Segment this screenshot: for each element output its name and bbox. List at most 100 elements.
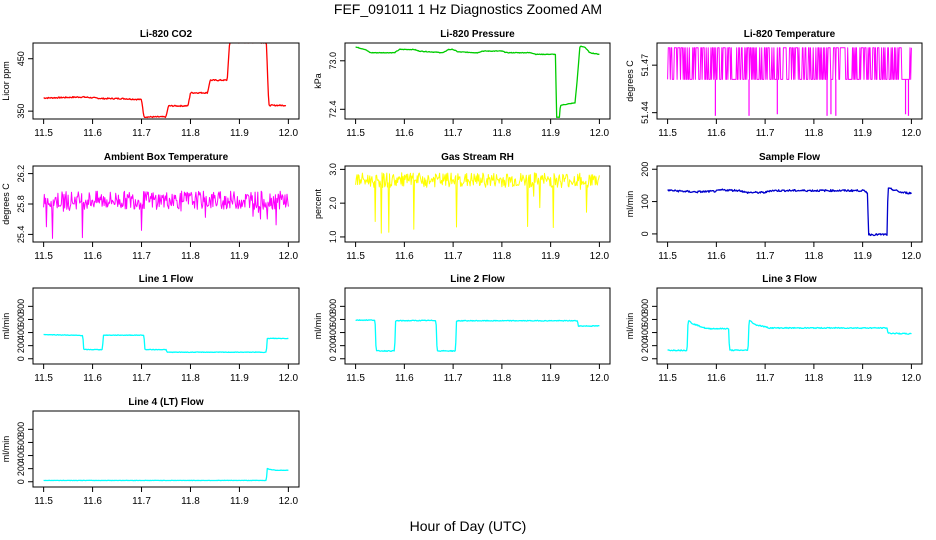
y-axis-label: ml/min [1, 313, 11, 340]
chart-panel: Gas Stream RH percent 11.5 11.6 11.7 11.8 11.9… [313, 152, 611, 262]
x-tick-label: 11.9 [853, 128, 872, 139]
panel-title: Gas Stream RH [441, 152, 514, 163]
chart-panel: Ambient Box Temperature degrees C 11.5 11.6… [1, 152, 300, 262]
y-tick-label: 400 [16, 325, 26, 340]
y-tick-label: 600 [16, 312, 26, 327]
x-tick-label: 11.6 [83, 496, 102, 507]
y-tick-label: 200 [640, 338, 650, 353]
y-tick-label: 51.44 [640, 101, 650, 124]
y-axis-label: ml/min [1, 436, 11, 463]
x-tick-label: 11.9 [230, 251, 249, 262]
x-tick-label: 11.8 [493, 128, 512, 139]
series-line [355, 319, 600, 352]
x-tick-label: 11.9 [853, 373, 872, 384]
series-group [355, 172, 600, 234]
panel-title: Line 3 Flow [762, 274, 817, 285]
chart-panel: Line 4 (LT) Flow ml/min 11.5 11.6 11.7 11.8 11… [1, 397, 300, 507]
x-tick-label: 11.8 [181, 373, 200, 384]
plot-frame [32, 42, 300, 120]
x-tick-label: 11.7 [756, 251, 775, 262]
series-group [667, 187, 912, 237]
chart-panel: Li-820 Pressure kPa 11.5 11.6 11.7 11.8 11.9 12… [313, 29, 611, 139]
y-tick-label: 1.0 [328, 231, 338, 244]
y-tick-label: 600 [16, 435, 26, 450]
x-tick-label: 11.8 [805, 128, 824, 139]
y-tick-label: 800 [16, 299, 26, 314]
series-group [355, 45, 600, 118]
x-tick-label: 12.0 [590, 251, 610, 262]
x-tick-label: 12.0 [590, 128, 610, 139]
x-tick-label: 12.0 [902, 128, 922, 139]
series-group [667, 319, 912, 352]
y-tick-label: 200 [640, 162, 650, 177]
series-line [43, 43, 287, 119]
y-tick-label: 25.8 [16, 195, 26, 213]
x-tick-label: 11.6 [83, 373, 102, 384]
y-tick-label: 51.47 [640, 54, 650, 77]
y-axis-label: kPa [313, 73, 323, 89]
plot-frame [344, 287, 611, 365]
series-line [43, 190, 289, 239]
x-tick-label: 11.9 [230, 496, 249, 507]
y-tick-label: 800 [328, 299, 338, 314]
x-tick-label: 11.6 [395, 373, 414, 384]
y-tick-label: 200 [16, 338, 26, 353]
chart-panel: Line 2 Flow ml/min 11.5 11.6 11.7 11.8 11.9 12.… [313, 274, 611, 384]
series-line [667, 319, 912, 352]
y-tick-label: 350 [16, 104, 26, 119]
x-tick-label: 11.6 [83, 251, 102, 262]
y-tick-label: 800 [16, 422, 26, 437]
y-axis-label: Licor ppm [1, 61, 11, 101]
x-tick-label: 11.6 [395, 251, 414, 262]
y-tick-label: 72.4 [328, 101, 338, 119]
x-tick-label: 11.5 [34, 251, 53, 262]
panel-title: Li-820 Pressure [440, 29, 515, 40]
y-tick-label: 0 [16, 356, 26, 361]
x-tick-label: 11.7 [132, 496, 151, 507]
x-tick-label: 11.5 [346, 128, 365, 139]
plot-frame [32, 410, 300, 488]
y-tick-label: 25.4 [16, 226, 26, 244]
panel-title: Line 2 Flow [450, 274, 505, 285]
x-tick-label: 11.8 [805, 373, 824, 384]
figure-title: FEF_091011 1 Hz Diagnostics Zoomed AM [334, 1, 602, 17]
y-axis-label: ml/min [625, 313, 635, 340]
series-group [43, 190, 289, 239]
figure-x-axis-label: Hour of Day (UTC) [410, 518, 527, 534]
series-line [667, 47, 912, 80]
y-tick-label: 600 [328, 312, 338, 327]
series-group [43, 333, 289, 354]
y-axis-label: ml/min [313, 313, 323, 340]
y-tick-label: 3.0 [328, 163, 338, 176]
x-tick-label: 11.8 [493, 251, 512, 262]
panels-container: Li-820 CO2 Licor ppm 11.5 11.6 11.7 11.8 11.9 1… [1, 29, 923, 507]
x-tick-label: 11.5 [34, 373, 53, 384]
y-tick-label: 0 [640, 356, 650, 361]
chart-panel: Line 1 Flow ml/min 11.5 11.6 11.7 11.8 11.9 12.… [1, 274, 300, 384]
series-group [43, 43, 287, 119]
plot-frame [32, 287, 300, 365]
panel-title: Line 4 (LT) Flow [128, 397, 204, 408]
x-tick-label: 11.7 [132, 251, 151, 262]
x-tick-label: 11.6 [83, 128, 102, 139]
x-tick-label: 11.5 [346, 251, 365, 262]
x-tick-label: 11.5 [658, 128, 677, 139]
x-tick-label: 11.5 [658, 251, 677, 262]
series-line [43, 333, 289, 354]
plot-frame [344, 42, 611, 120]
y-tick-label: 600 [640, 312, 650, 327]
x-tick-label: 11.8 [181, 496, 200, 507]
x-tick-label: 11.5 [34, 496, 53, 507]
x-tick-label: 11.9 [230, 128, 249, 139]
y-axis-label: percent [313, 188, 323, 219]
series-group [43, 467, 289, 482]
series-group [667, 47, 912, 116]
y-tick-label: 400 [328, 325, 338, 340]
series-line [355, 45, 600, 118]
x-tick-label: 12.0 [279, 128, 299, 139]
x-tick-label: 12.0 [279, 373, 299, 384]
panel-title: Ambient Box Temperature [104, 152, 229, 163]
chart-panel: Li-820 CO2 Licor ppm 11.5 11.6 11.7 11.8 11.9 1… [1, 29, 300, 139]
y-tick-label: 200 [328, 338, 338, 353]
x-tick-label: 11.9 [541, 373, 560, 384]
